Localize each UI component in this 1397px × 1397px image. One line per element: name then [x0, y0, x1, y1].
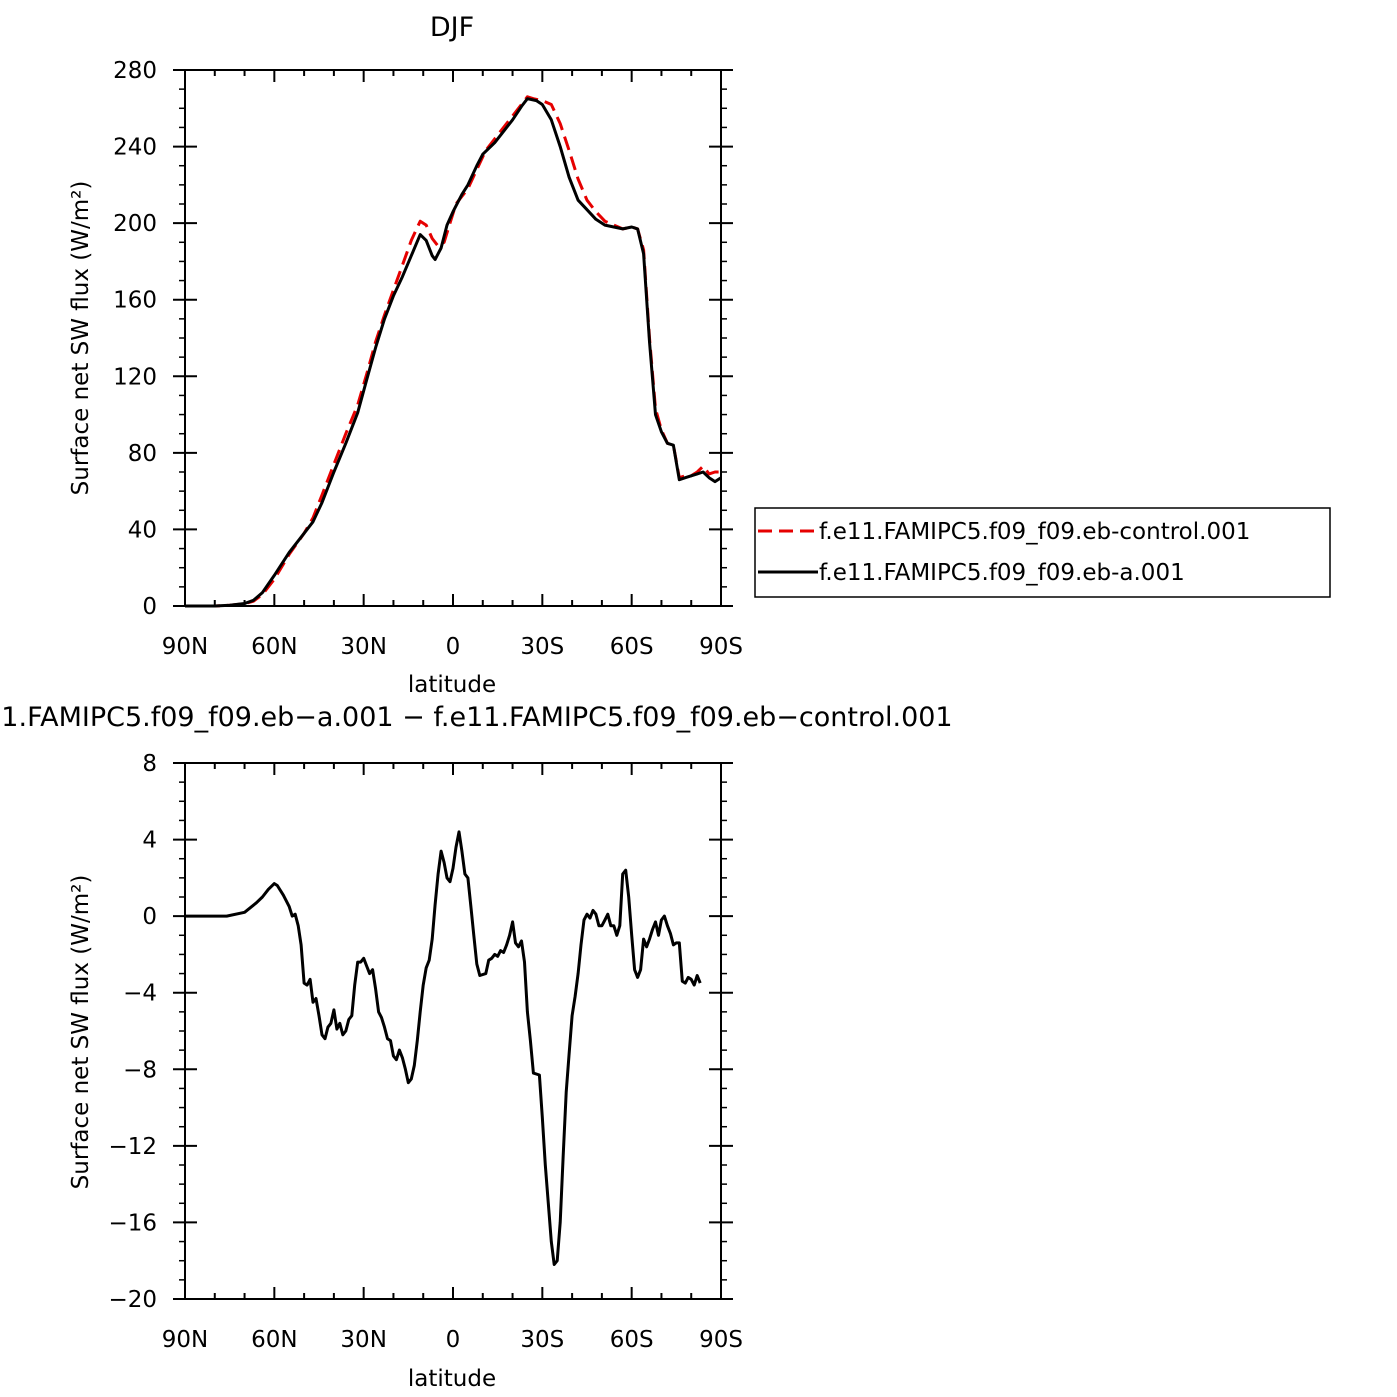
x-tick-label: 0	[446, 1327, 461, 1353]
x-tick-label: 90S	[699, 1327, 743, 1353]
x-tick-label: 90S	[699, 634, 743, 660]
bottom-panel: f.e11.FAMIPC5.f09_f09.eb−a.001 − f.e11.F…	[0, 702, 953, 1392]
x-tick-label: 30S	[520, 1327, 564, 1353]
x-tick-label: 60S	[610, 1327, 654, 1353]
bottom-ticks: 90N 60N 30N 0 30S 60S 90S −20 −16 −12 −8 −4 0 4 8	[108, 751, 742, 1353]
top-series	[185, 95, 722, 608]
x-tick-label: 30N	[340, 634, 386, 660]
x-tick-label: 90N	[162, 634, 208, 660]
series-line-0	[185, 95, 721, 608]
y-tick-label: 200	[113, 211, 157, 237]
y-tick-label: −20	[108, 1287, 157, 1313]
bottom-y-axis-title: Surface net SW flux (W/m²)	[68, 875, 94, 1190]
y-tick-label: 240	[113, 135, 157, 161]
top-plot-title: DJF	[430, 12, 474, 43]
y-tick-label: 0	[142, 904, 157, 930]
x-tick-label: 60N	[251, 634, 297, 660]
series-line-0	[185, 830, 702, 1266]
series-line-1	[185, 97, 722, 608]
bottom-plot-frame	[184, 762, 722, 1300]
x-tick-label: 60S	[610, 634, 654, 660]
y-tick-label: 120	[113, 364, 157, 390]
y-tick-label: −12	[108, 1134, 157, 1160]
y-tick-label: 280	[113, 58, 157, 84]
y-tick-label: 40	[128, 517, 157, 543]
y-tick-label: −4	[123, 981, 157, 1007]
top-panel: DJF Surface net SW flux (W/m²) latitude …	[68, 12, 743, 698]
top-y-axis-title: Surface net SW flux (W/m²)	[68, 181, 94, 496]
x-tick-label: 0	[446, 634, 461, 660]
x-tick-label: 30N	[340, 1327, 386, 1353]
y-tick-label: −8	[123, 1057, 157, 1083]
legend: f.e11.FAMIPC5.f09_f09.eb-control.001 f.e…	[754, 507, 1331, 598]
bottom-x-axis-title: latitude	[408, 1366, 496, 1392]
legend-label-control: f.e11.FAMIPC5.f09_f09.eb-control.001	[819, 519, 1250, 545]
x-tick-label: 90N	[162, 1327, 208, 1353]
x-tick-label: 30S	[520, 634, 564, 660]
y-tick-label: 0	[142, 594, 157, 620]
legend-box	[754, 507, 1331, 598]
bottom-plot-title: f.e11.FAMIPC5.f09_f09.eb−a.001 − f.e11.F…	[0, 702, 953, 733]
top-plot-frame	[184, 69, 722, 607]
legend-label-experiment: f.e11.FAMIPC5.f09_f09.eb-a.001	[819, 560, 1185, 586]
y-tick-label: 8	[142, 751, 157, 777]
bottom-series	[185, 830, 702, 1266]
y-tick-label: 80	[128, 441, 157, 467]
y-tick-label: −16	[108, 1210, 157, 1236]
y-tick-label: 4	[142, 828, 157, 854]
top-x-axis-title: latitude	[408, 672, 496, 698]
y-tick-label: 160	[113, 288, 157, 314]
top-ticks: 90N 60N 30N 0 30S 60S 90S 0 40 80 120 160 200 240 280	[113, 58, 743, 660]
x-tick-label: 60N	[251, 1327, 297, 1353]
